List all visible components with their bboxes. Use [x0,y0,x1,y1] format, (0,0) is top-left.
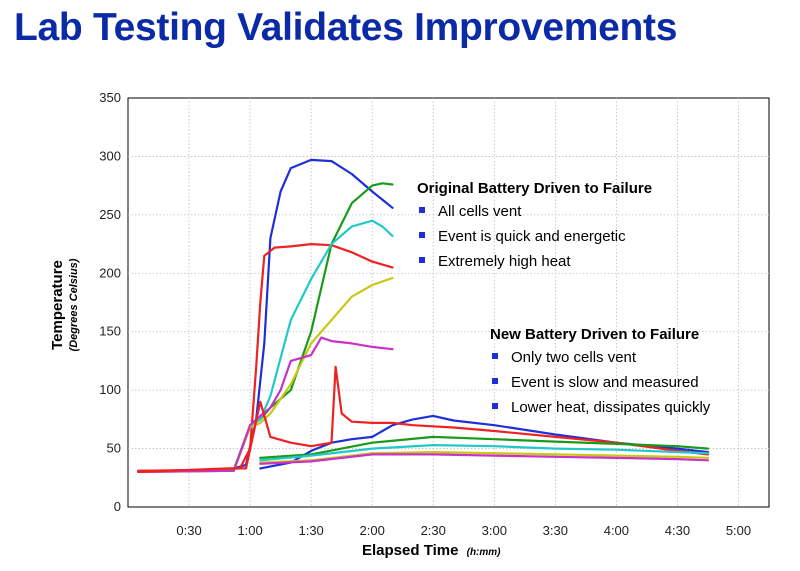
series-line-2 [137,243,394,472]
y-tick-label: 350 [99,90,121,105]
annotation-bullet: Event is quick and energetic [438,228,626,245]
x-tick-label: 0:30 [176,523,201,538]
y-tick-label: 300 [99,148,121,163]
annotation-bullet: All cells vent [438,203,522,220]
x-tick-label: 3:00 [482,523,507,538]
x-tick-label: 4:00 [604,523,629,538]
bullet-icon [492,353,498,359]
y-tick-labels: 0 50 100 150 200 250 300 350 [99,90,121,514]
y-tick-label: 50 [107,441,121,456]
annotation-original: Original Battery Driven to Failure All c… [417,180,652,270]
y-tick-label: 250 [99,207,121,222]
x-tick-label: 2:30 [421,523,446,538]
y-axis-subtitle: (Degrees Celsius) [68,258,80,351]
page-title: Lab Testing Validates Improvements [14,6,678,49]
series-line-9 [259,435,710,459]
x-tick-label: 5:00 [726,523,751,538]
series-line-10 [259,444,710,462]
x-tick-label: 3:30 [543,523,568,538]
annotation-bullet: Event is slow and measured [511,374,699,391]
annotation-new: New Battery Driven to Failure Only two c… [490,326,711,416]
y-tick-label: 0 [114,499,121,514]
x-tick-label: 1:00 [237,523,262,538]
bullet-icon [492,378,498,384]
series-line-6 [137,336,394,473]
x-tick-label: 2:00 [360,523,385,538]
x-tick-label: 4:30 [665,523,690,538]
bullet-icon [419,232,425,238]
annotation-bullet: Only two cells vent [511,349,637,366]
x-axis-title: Elapsed Time (h:mm) [362,542,501,559]
y-tick-label: 100 [99,382,121,397]
x-tick-labels: 0:30 1:00 1:30 2:00 2:30 3:00 3:30 4:00 4:30 5:00 [176,523,751,538]
x-axis-label: Elapsed Time [362,542,458,559]
y-axis-title: Temperature [49,260,66,350]
series-line-8 [137,365,710,473]
bullet-icon [419,207,425,213]
x-tick-label: 1:30 [298,523,323,538]
series-group [137,158,710,473]
y-tick-label: 150 [99,324,121,339]
annotation-bullet: Extremely high heat [438,253,571,270]
bullet-icon [419,257,425,263]
plot-area [127,97,770,508]
bullet-icon [492,403,498,409]
series-line-12 [259,453,710,465]
annotation-bullet: Lower heat, dissipates quickly [511,399,711,416]
x-axis-sublabel: (h:mm) [467,547,502,558]
annotation-heading: Original Battery Driven to Failure [417,180,652,197]
y-tick-label: 200 [99,265,121,280]
annotation-heading: New Battery Driven to Failure [490,326,699,343]
